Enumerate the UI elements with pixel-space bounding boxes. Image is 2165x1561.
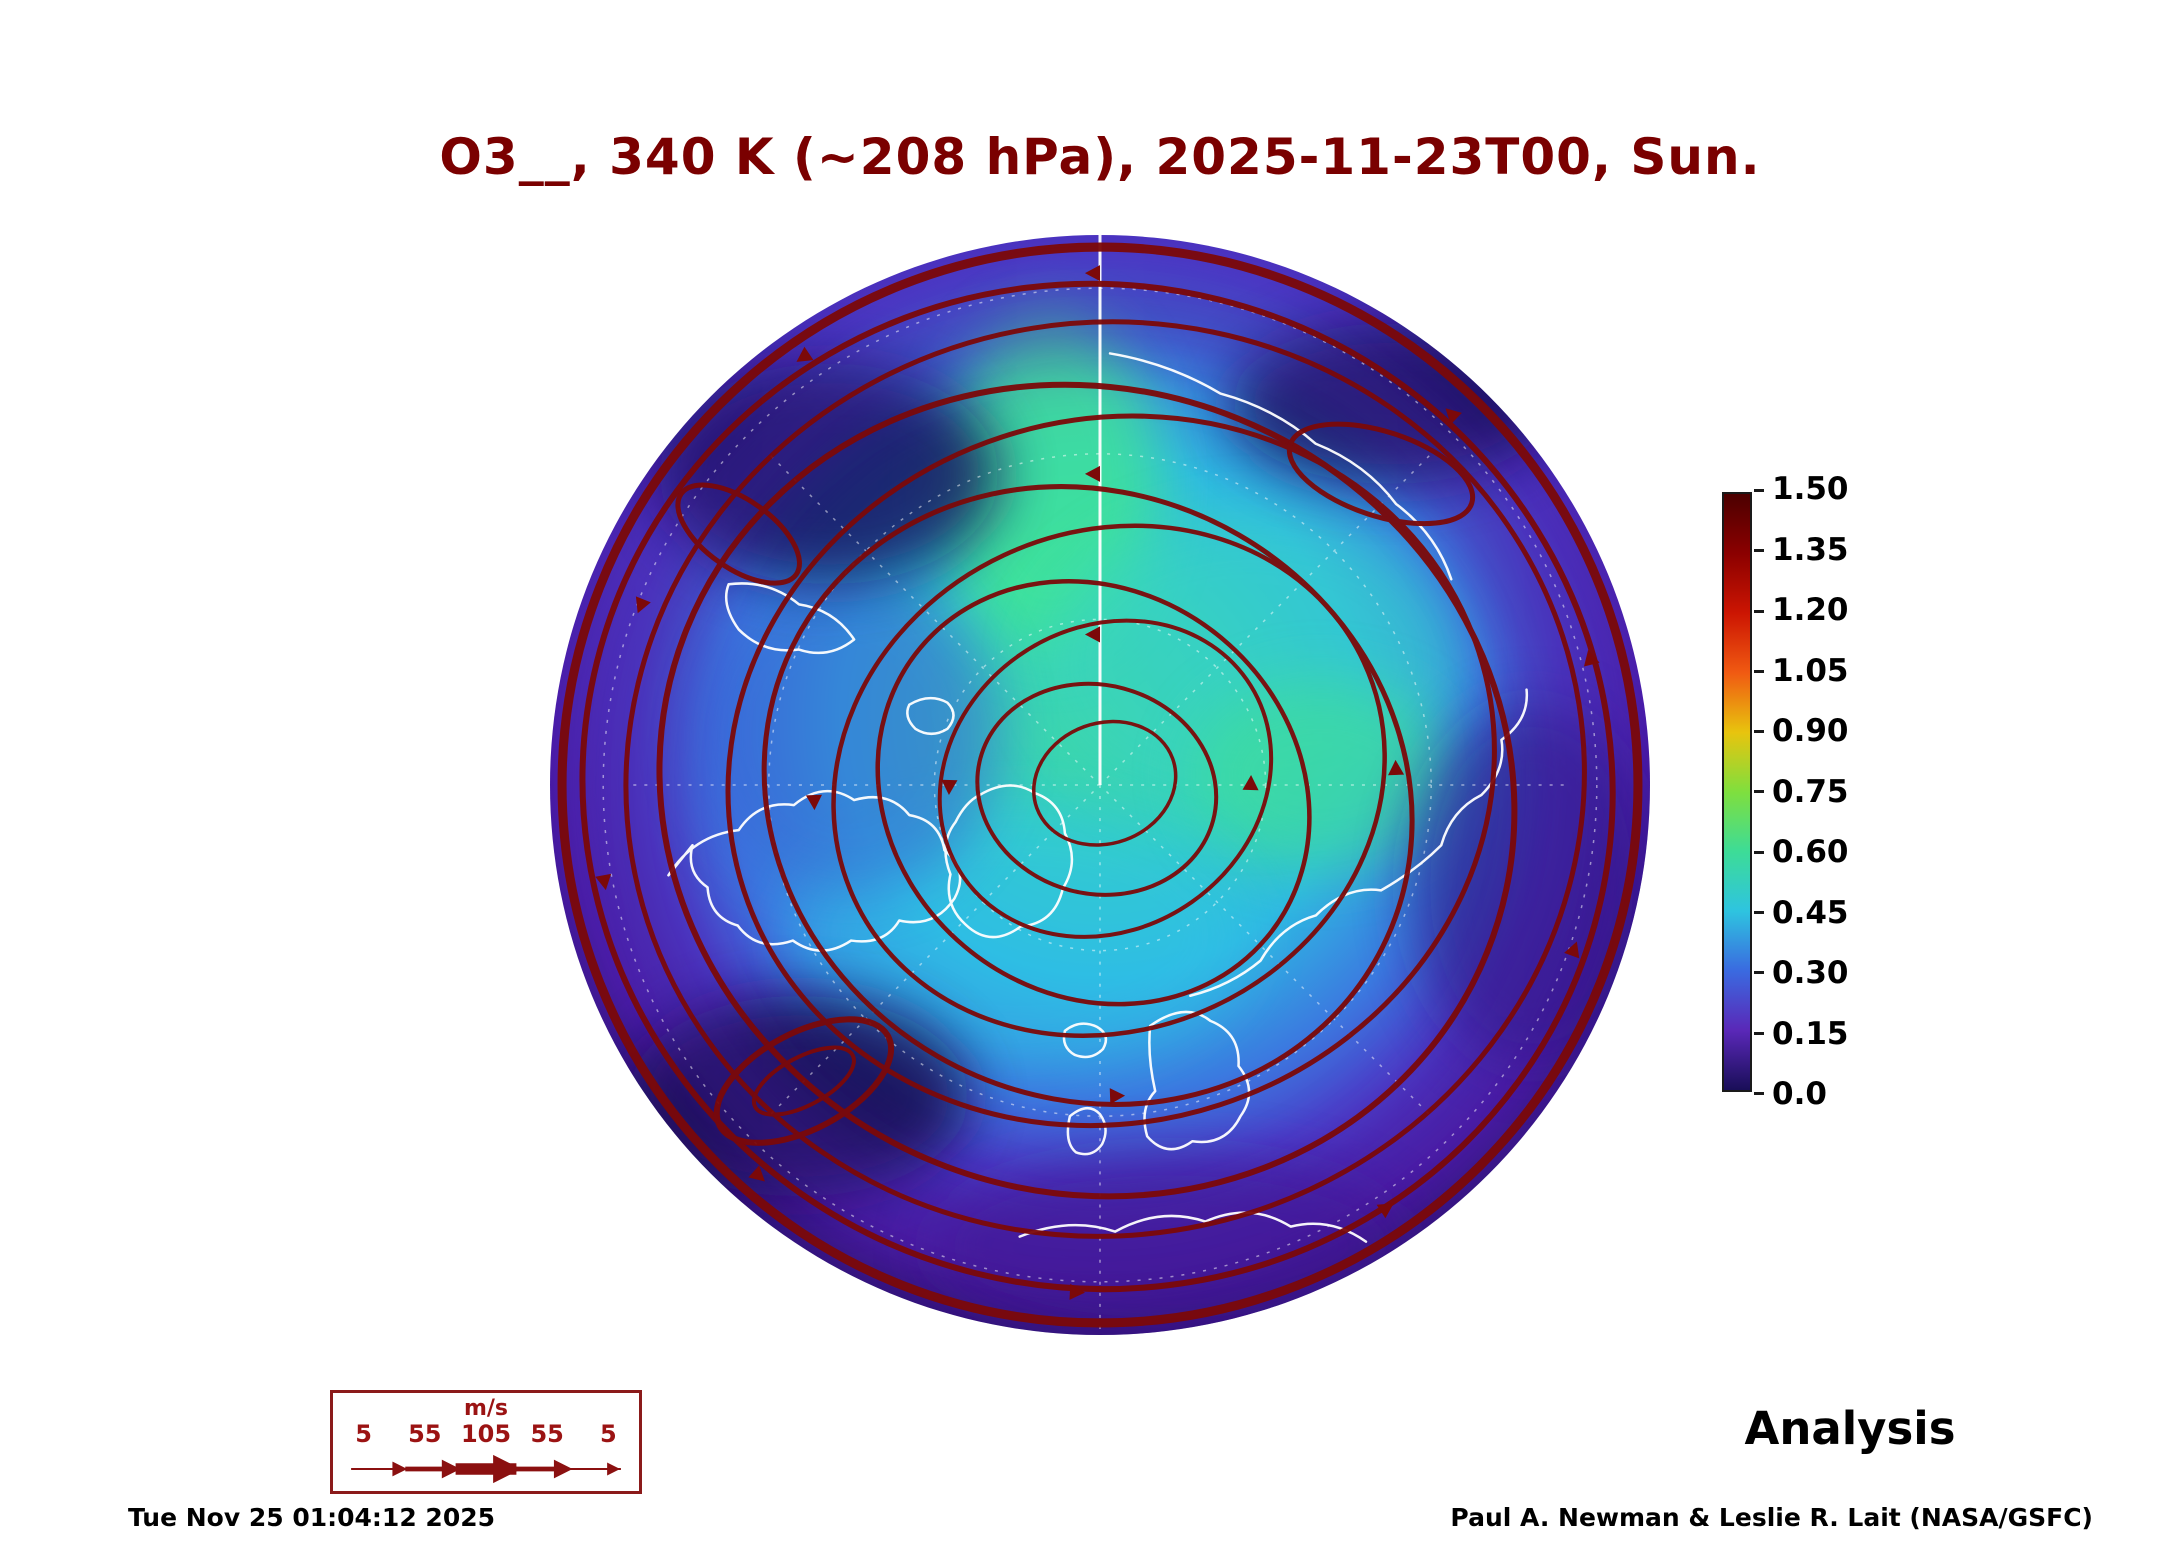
wind-speed-units: m/s (463, 1396, 509, 1421)
colorbar-gradient (1722, 492, 1752, 1092)
colorbar-tick (1754, 911, 1764, 915)
credit-label: Paul A. Newman & Leslie R. Lait (NASA/GS… (1450, 1503, 2093, 1532)
wind-speed-value: 105 (460, 1420, 512, 1449)
wind-speed-value: 5 (355, 1420, 372, 1449)
colorbar-tick-label: 1.05 (1772, 652, 1849, 689)
colorbar-tick (1754, 790, 1764, 794)
page-title: O3__, 340 K (~208 hPa), 2025-11-23T00, S… (439, 128, 1761, 186)
polar-map-svg (550, 235, 1650, 1335)
colorbar-tick-label: 0.60 (1772, 834, 1849, 870)
colorbar-tick-label: 0.0 (1772, 1076, 1827, 1112)
wind-arrow-glyph (351, 1454, 621, 1483)
colorbar-tick-label: 1.20 (1772, 592, 1849, 628)
colorbar-labels: 1.50 1.35 1.20 1.05 0.90 0.75 0.60 0.45 … (1772, 474, 1882, 1110)
colorbar-tick-label: 0.15 (1772, 1015, 1849, 1052)
colorbar-tick-label: 0.30 (1772, 955, 1849, 991)
colorbar-tick (1754, 609, 1764, 613)
wind-speed-value: 5 (600, 1420, 617, 1449)
wind-streamlines (557, 242, 1643, 1328)
polar-map (548, 233, 1652, 1337)
wind-speed-value: 55 (408, 1420, 442, 1449)
colorbar-tick (1754, 489, 1764, 492)
analysis-label: Analysis (1744, 1402, 1956, 1455)
colorbar-tick-label: 0.75 (1772, 773, 1849, 810)
colorbar-tick-label: 1.50 (1772, 471, 1849, 507)
streamline-arrowheads (595, 265, 1600, 1300)
colorbar-tick-label: 0.90 (1772, 713, 1849, 749)
colorbar-tick (1754, 1031, 1764, 1035)
wind-speed-values: 5 55 105 55 5 (333, 1420, 639, 1449)
wind-speed-value: 55 (530, 1420, 564, 1449)
generated-timestamp: Tue Nov 25 01:04:12 2025 (128, 1503, 496, 1532)
ozone-field-patches (583, 268, 1650, 1335)
wind-speed-legend: m/s 5 55 105 55 5 (330, 1390, 642, 1494)
colorbar-tick (1754, 730, 1764, 734)
colorbar-tick-label: 0.45 (1772, 894, 1849, 931)
colorbar-tick-label: 1.35 (1772, 531, 1849, 568)
colorbar-tick (1754, 971, 1764, 975)
colorbar-tick (1754, 669, 1764, 673)
colorbar-tick (1754, 549, 1764, 553)
colorbar-tick (1754, 850, 1764, 854)
coastlines (667, 352, 1529, 1243)
colorbar-tick (1754, 1091, 1764, 1095)
colorbar-ticks (1754, 489, 1764, 1095)
